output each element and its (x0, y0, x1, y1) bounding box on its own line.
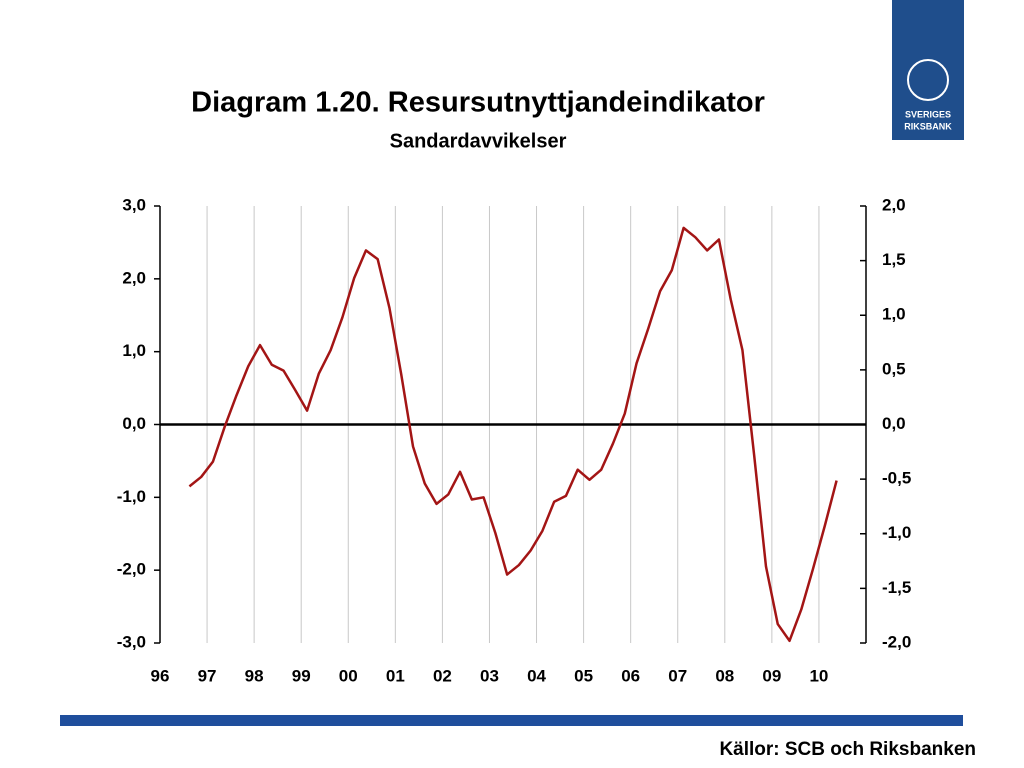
plot: 96 97 98 99 00 01 02 03 04 05 06 07 08 09 10 3,0 2,0 1,0 0… (117, 195, 912, 685)
chart-subtitle: Sandardavvikelser (390, 130, 567, 152)
y2-tick-label: 1,5 (882, 250, 906, 269)
y-tick-label: 2,0 (122, 268, 146, 287)
logo-text: RIKSBANK (904, 121, 952, 131)
y2-tick-label: -2,0 (882, 632, 911, 651)
x-tick-label: 01 (386, 666, 405, 685)
y-tick-label: 1,0 (122, 341, 146, 360)
data-line (188, 226, 838, 643)
x-tick-label: 07 (668, 666, 687, 685)
y-tick-label: 3,0 (122, 195, 146, 214)
x-tick-label: 03 (480, 666, 499, 685)
chart-title: Diagram 1.20. Resursutnyttjandeindikator (191, 87, 765, 119)
x-tick-label: 02 (433, 666, 452, 685)
x-tick-label: 06 (621, 666, 640, 685)
x-tick-label: 08 (715, 666, 734, 685)
x-tick-label: 97 (198, 666, 217, 685)
x-tick-label: 10 (809, 666, 828, 685)
source: Källor: SCB och Riksbanken (719, 739, 976, 760)
y-tick-label: 0,0 (122, 414, 146, 433)
logo-emblem (907, 59, 949, 101)
x-tick-label: 98 (245, 666, 264, 685)
x-tick-label: 04 (527, 666, 546, 685)
x-tick-label: 96 (151, 666, 170, 685)
y2-tick-label: -1,0 (882, 523, 911, 542)
x-tick-label: 00 (339, 666, 358, 685)
y2-tick-label: 2,0 (882, 195, 906, 214)
logo-text: SVERIGES (905, 109, 951, 119)
y-tick-label: -2,0 (117, 560, 146, 579)
x-tick-label: 09 (762, 666, 781, 685)
footer-bar (60, 715, 963, 726)
y2-tick-label: -1,5 (882, 578, 911, 597)
y-tick-label: -3,0 (117, 632, 146, 651)
x-tick-label: 99 (292, 666, 311, 685)
logo (892, 0, 964, 140)
y2-tick-label: -0,5 (882, 469, 911, 488)
x-tick-label: 05 (574, 666, 593, 685)
y2-tick-label: 0,5 (882, 359, 906, 378)
y-tick-label: -1,0 (117, 487, 146, 506)
y2-tick-label: 0,0 (882, 414, 906, 433)
y2-tick-label: 1,0 (882, 305, 906, 324)
